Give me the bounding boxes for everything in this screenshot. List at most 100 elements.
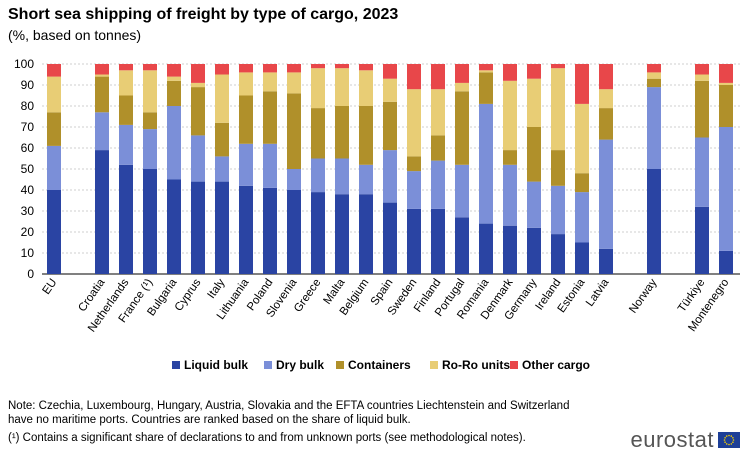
bar-segment-containers [287,93,301,169]
bar-segment-liquid-bulk [215,181,229,274]
bar-segment-containers [455,91,469,165]
bar-segment-ro-ro-units [47,76,61,113]
bar-segment-liquid-bulk [95,150,109,274]
bar-segment-ro-ro-units [263,72,277,92]
legend-swatch [510,361,518,369]
bar-segment-liquid-bulk [503,225,517,274]
bar-segment-containers [383,101,397,151]
bar-segment-other-cargo [239,64,253,73]
bar-segment-dry-bulk [719,127,733,251]
bar-segment-other-cargo [359,64,373,71]
legend-label: Liquid bulk [184,358,248,372]
bar-segment-liquid-bulk [599,248,613,274]
bar-segment-liquid-bulk [287,190,301,274]
x-tick-label: Norway [627,277,659,316]
bar-segment-other-cargo [719,64,733,83]
stacked-bar-chart: 0 10 20 30 40 50 60 70 80 90 100 EU CroatiaNetherla… [14,57,740,372]
bar-segment-liquid-bulk [431,208,445,274]
bar-segment-ro-ro-units [407,89,421,157]
bar-segment-containers [215,122,229,157]
bar-segment-liquid-bulk [407,208,421,274]
bar-segment-liquid-bulk [527,227,541,274]
bar-segment-dry-bulk [215,156,229,182]
y-tick-label: 90 [21,78,35,92]
bar-segment-dry-bulk [335,158,349,195]
bar-segment-other-cargo [551,64,565,69]
y-axis: 0 10 20 30 40 50 60 70 80 90 100 [14,57,34,281]
bar-segment-other-cargo [383,64,397,79]
bar-segment-liquid-bulk [695,206,709,274]
bar-segment-containers [551,150,565,186]
y-tick-label: 10 [21,246,35,260]
y-tick-label: 30 [21,204,35,218]
bar-segment-other-cargo [119,64,133,71]
bar-segment-dry-bulk [431,160,445,209]
bar-segment-containers [311,108,325,159]
legend-swatch [172,361,180,369]
bar-segment-ro-ro-units [527,78,541,127]
bar-segment-ro-ro-units [95,74,109,77]
bar-segment-containers [527,127,541,182]
bar-segment-containers [263,91,277,144]
bar-segment-liquid-bulk [719,250,733,274]
bar-segment-liquid-bulk [263,187,277,274]
bar-segment-containers [599,108,613,140]
bar-segment-dry-bulk [287,169,301,190]
y-tick-label: 50 [21,162,35,176]
bar-segment-dry-bulk [575,192,589,243]
bar-segment-liquid-bulk [47,190,61,274]
bar-segment-ro-ro-units [575,103,589,174]
bar-segment-other-cargo [47,64,61,77]
bar-segment-containers [335,106,349,159]
y-tick-label: 80 [21,99,35,113]
bar-segment-other-cargo [575,64,589,104]
bar-segment-ro-ro-units [719,82,733,85]
y-tick-label: 60 [21,141,35,155]
x-tick-label: Italy [206,277,228,301]
y-tick-label: 40 [21,183,35,197]
legend: Liquid bulk Dry bulk Containers Ro-Ro units… [172,358,590,372]
bar-segment-dry-bulk [695,137,709,207]
bar-segment-ro-ro-units [455,82,469,92]
bar-segment-ro-ro-units [215,74,229,123]
bar-segment-ro-ro-units [431,89,445,136]
chart-subtitle: (%, based on tonnes) [8,27,142,43]
bar-segment-ro-ro-units [167,76,181,81]
bar-segment-ro-ro-units [191,82,205,88]
bar-segment-containers [503,150,517,165]
bar-segment-other-cargo [527,64,541,79]
bar-segment-containers [359,106,373,165]
bar-segment-liquid-bulk [383,202,397,274]
note-line-3: (¹) Contains a significant share of decl… [8,432,526,444]
bar-segment-containers [167,80,181,106]
bar-segment-containers [695,80,709,138]
bar-segment-other-cargo [647,64,661,73]
bar-segment-other-cargo [431,64,445,90]
legend-label: Ro-Ro units [442,358,510,372]
bar-segment-ro-ro-units [383,78,397,102]
bar-segment-other-cargo [479,64,493,71]
legend-swatch [336,361,344,369]
bar-segment-dry-bulk [503,164,517,226]
bar-segment-ro-ro-units [359,70,373,106]
bar-segment-dry-bulk [407,171,421,209]
bar-segment-liquid-bulk [647,169,661,274]
bar-segment-ro-ro-units [287,72,301,94]
bar-segment-containers [143,112,157,130]
bar-segment-liquid-bulk [551,234,565,274]
bar-segment-other-cargo [143,64,157,71]
bar-segment-containers [647,78,661,88]
eu-flag-icon [718,432,740,448]
bar-segment-liquid-bulk [479,223,493,274]
legend-swatch [430,361,438,369]
bar-segment-other-cargo [311,64,325,69]
bar-segment-dry-bulk [599,139,613,249]
bar-segment-containers [407,156,421,172]
bar-segment-liquid-bulk [575,242,589,274]
bar-segment-dry-bulk [239,143,253,186]
bar-segment-ro-ro-units [119,70,133,96]
legend-label: Containers [348,358,411,372]
bar-segment-ro-ro-units [335,68,349,106]
bar-segment-liquid-bulk [191,181,205,274]
